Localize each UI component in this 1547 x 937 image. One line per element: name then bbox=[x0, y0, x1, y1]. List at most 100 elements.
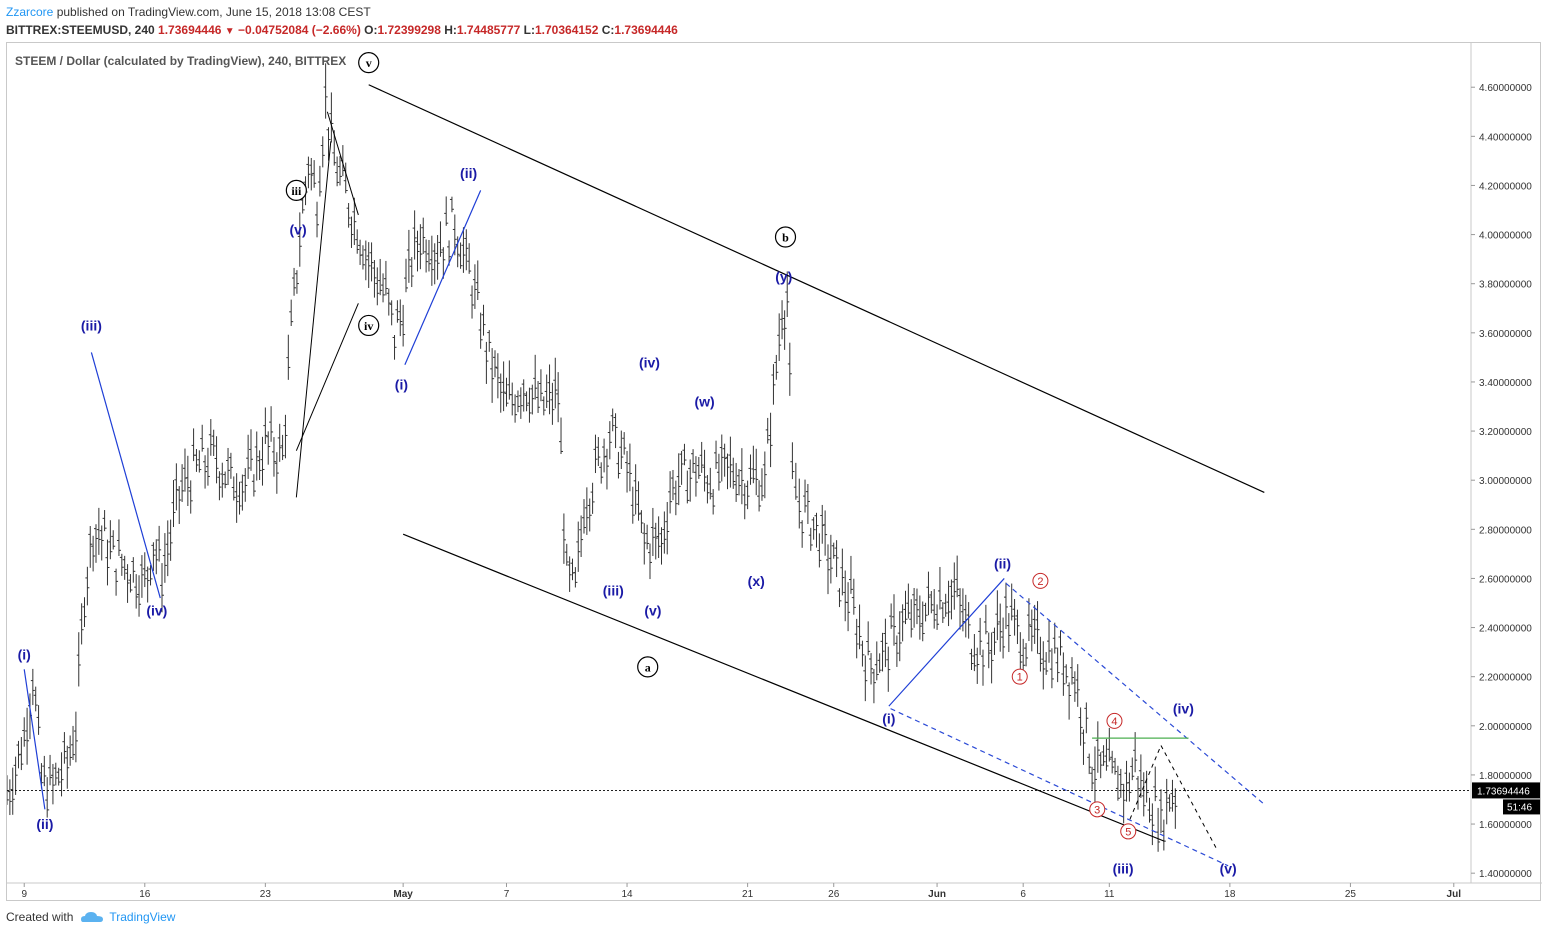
wave-circle bbox=[358, 314, 380, 337]
x-tick-label: 26 bbox=[828, 889, 840, 900]
high-value: 1.74485777 bbox=[456, 23, 521, 37]
x-tick-label: 18 bbox=[1224, 889, 1236, 900]
wedge-line-3 bbox=[295, 303, 359, 451]
y-tick-label: 3.40000000 bbox=[1479, 378, 1532, 389]
wave-label: (i) bbox=[395, 376, 408, 392]
wave-circle bbox=[285, 179, 307, 201]
wave-label: (v) bbox=[290, 222, 307, 238]
y-tick-label: 2.80000000 bbox=[1479, 525, 1532, 536]
y-tick-label: 1.40000000 bbox=[1479, 869, 1532, 880]
x-tick-label: 16 bbox=[139, 889, 151, 900]
y-tick-label: 2.20000000 bbox=[1479, 673, 1532, 684]
open-label: O: bbox=[364, 23, 378, 37]
wave-label: (iv) bbox=[639, 354, 660, 370]
wave-label: (iii) bbox=[603, 583, 624, 599]
countdown-label: 51:46 bbox=[1507, 802, 1532, 813]
wave-circle bbox=[1089, 801, 1106, 818]
current-price-badge bbox=[1472, 782, 1540, 799]
blue-leg-4 bbox=[888, 578, 1005, 707]
published-text: published on TradingView.com, June 15, 2… bbox=[56, 5, 371, 19]
open-value: 1.72399298 bbox=[377, 23, 441, 37]
high-label: H: bbox=[444, 23, 457, 37]
wave-label: iii bbox=[291, 184, 302, 198]
chart-title: STEEM / Dollar (calculated by TradingVie… bbox=[15, 54, 346, 68]
wave-label: b bbox=[782, 231, 789, 245]
wave-label: (iv) bbox=[1173, 701, 1194, 717]
blue-leg-3 bbox=[404, 190, 482, 365]
y-tick-label: 4.00000000 bbox=[1479, 231, 1532, 242]
wave-label: 5 bbox=[1125, 826, 1131, 838]
wave-label: (ii) bbox=[36, 816, 53, 832]
wave-label: 4 bbox=[1111, 716, 1117, 728]
y-tick-label: 2.40000000 bbox=[1479, 624, 1532, 635]
wave-circle bbox=[774, 226, 797, 248]
current-price-label: 1.73694446 bbox=[1477, 786, 1530, 797]
y-tick-label: 2.60000000 bbox=[1479, 574, 1532, 585]
x-tick-label: 21 bbox=[742, 889, 754, 900]
created-with-text: Created with bbox=[6, 910, 74, 924]
author-link[interactable]: Zzarcore bbox=[6, 5, 54, 19]
wave-label: (w) bbox=[694, 394, 714, 410]
projection-up-line bbox=[1129, 745, 1162, 820]
footer: Created with TradingView bbox=[6, 910, 175, 924]
last-price: 1.73694446 bbox=[158, 23, 222, 37]
dashed-lower-line bbox=[890, 708, 1229, 867]
y-tick-label: 1.60000000 bbox=[1479, 820, 1532, 831]
price-chart[interactable]: STEEM / Dollar (calculated by TradingVie… bbox=[7, 43, 1542, 902]
low-label: L: bbox=[523, 23, 535, 37]
publish-line: Zzarcore published on TradingView.com, J… bbox=[6, 5, 371, 19]
wave-label: a bbox=[645, 660, 651, 674]
wave-label: (ii) bbox=[994, 556, 1011, 572]
symbol-line: BITTREX:STEEMUSD, 240 1.73694446 ▼ −0.04… bbox=[6, 23, 678, 37]
wave-circle bbox=[358, 52, 380, 74]
wave-label: 3 bbox=[1094, 804, 1100, 816]
x-tick-label: May bbox=[393, 889, 413, 900]
y-tick-label: 2.00000000 bbox=[1479, 722, 1532, 733]
wave-label: (iv) bbox=[146, 602, 167, 618]
symbol-label: BITTREX:STEEMUSD, 240 bbox=[6, 23, 155, 37]
wave-label: 1 bbox=[1017, 672, 1023, 684]
close-label: C: bbox=[601, 23, 615, 37]
x-tick-label: 9 bbox=[21, 889, 27, 900]
y-tick-label: 4.20000000 bbox=[1479, 181, 1532, 192]
x-tick-label: Jul bbox=[1447, 889, 1462, 900]
channel-lower-line bbox=[402, 533, 1165, 842]
wave-circle bbox=[1106, 712, 1123, 729]
low-value: 1.70364152 bbox=[535, 23, 599, 37]
down-arrow-icon: ▼ bbox=[224, 26, 235, 37]
channel-upper-line bbox=[368, 84, 1265, 494]
wave-circle bbox=[637, 656, 659, 678]
wave-label: (v) bbox=[1220, 860, 1237, 876]
wave-circle bbox=[1011, 668, 1028, 685]
wave-label: (i) bbox=[882, 710, 895, 726]
x-tick-label: 7 bbox=[504, 889, 510, 900]
wave-label: 2 bbox=[1037, 576, 1043, 588]
x-tick-label: Jun bbox=[928, 889, 946, 900]
wedge-line-1 bbox=[326, 111, 359, 216]
blue-leg-2 bbox=[90, 352, 161, 599]
dashed-upper-line bbox=[1005, 582, 1265, 805]
price-change: −0.04752084 (−2.66%) bbox=[238, 23, 361, 37]
x-tick-label: 25 bbox=[1345, 889, 1357, 900]
x-tick-label: 14 bbox=[621, 889, 633, 900]
y-tick-label: 3.20000000 bbox=[1479, 427, 1532, 438]
wave-label: (y) bbox=[775, 268, 792, 284]
wave-label: iv bbox=[364, 319, 373, 333]
wave-label: (iii) bbox=[1113, 860, 1134, 876]
close-value: 1.73694446 bbox=[614, 23, 678, 37]
tradingview-link[interactable]: TradingView bbox=[109, 910, 176, 924]
wave-circle bbox=[1032, 572, 1049, 589]
y-tick-label: 4.40000000 bbox=[1479, 132, 1532, 143]
wave-label: (ii) bbox=[460, 165, 477, 181]
tradingview-logo-icon bbox=[81, 912, 104, 922]
y-tick-label: 1.80000000 bbox=[1479, 771, 1532, 782]
wave-label: (v) bbox=[644, 602, 661, 618]
x-tick-label: 11 bbox=[1104, 889, 1115, 900]
y-tick-label: 3.60000000 bbox=[1479, 329, 1532, 340]
x-tick-label: 23 bbox=[260, 889, 272, 900]
wave-label: (iii) bbox=[81, 317, 102, 333]
wave-label: v bbox=[366, 56, 372, 70]
y-tick-label: 3.00000000 bbox=[1479, 476, 1532, 487]
y-tick-label: 3.80000000 bbox=[1479, 280, 1532, 291]
chart-frame[interactable]: STEEM / Dollar (calculated by TradingVie… bbox=[6, 42, 1542, 902]
